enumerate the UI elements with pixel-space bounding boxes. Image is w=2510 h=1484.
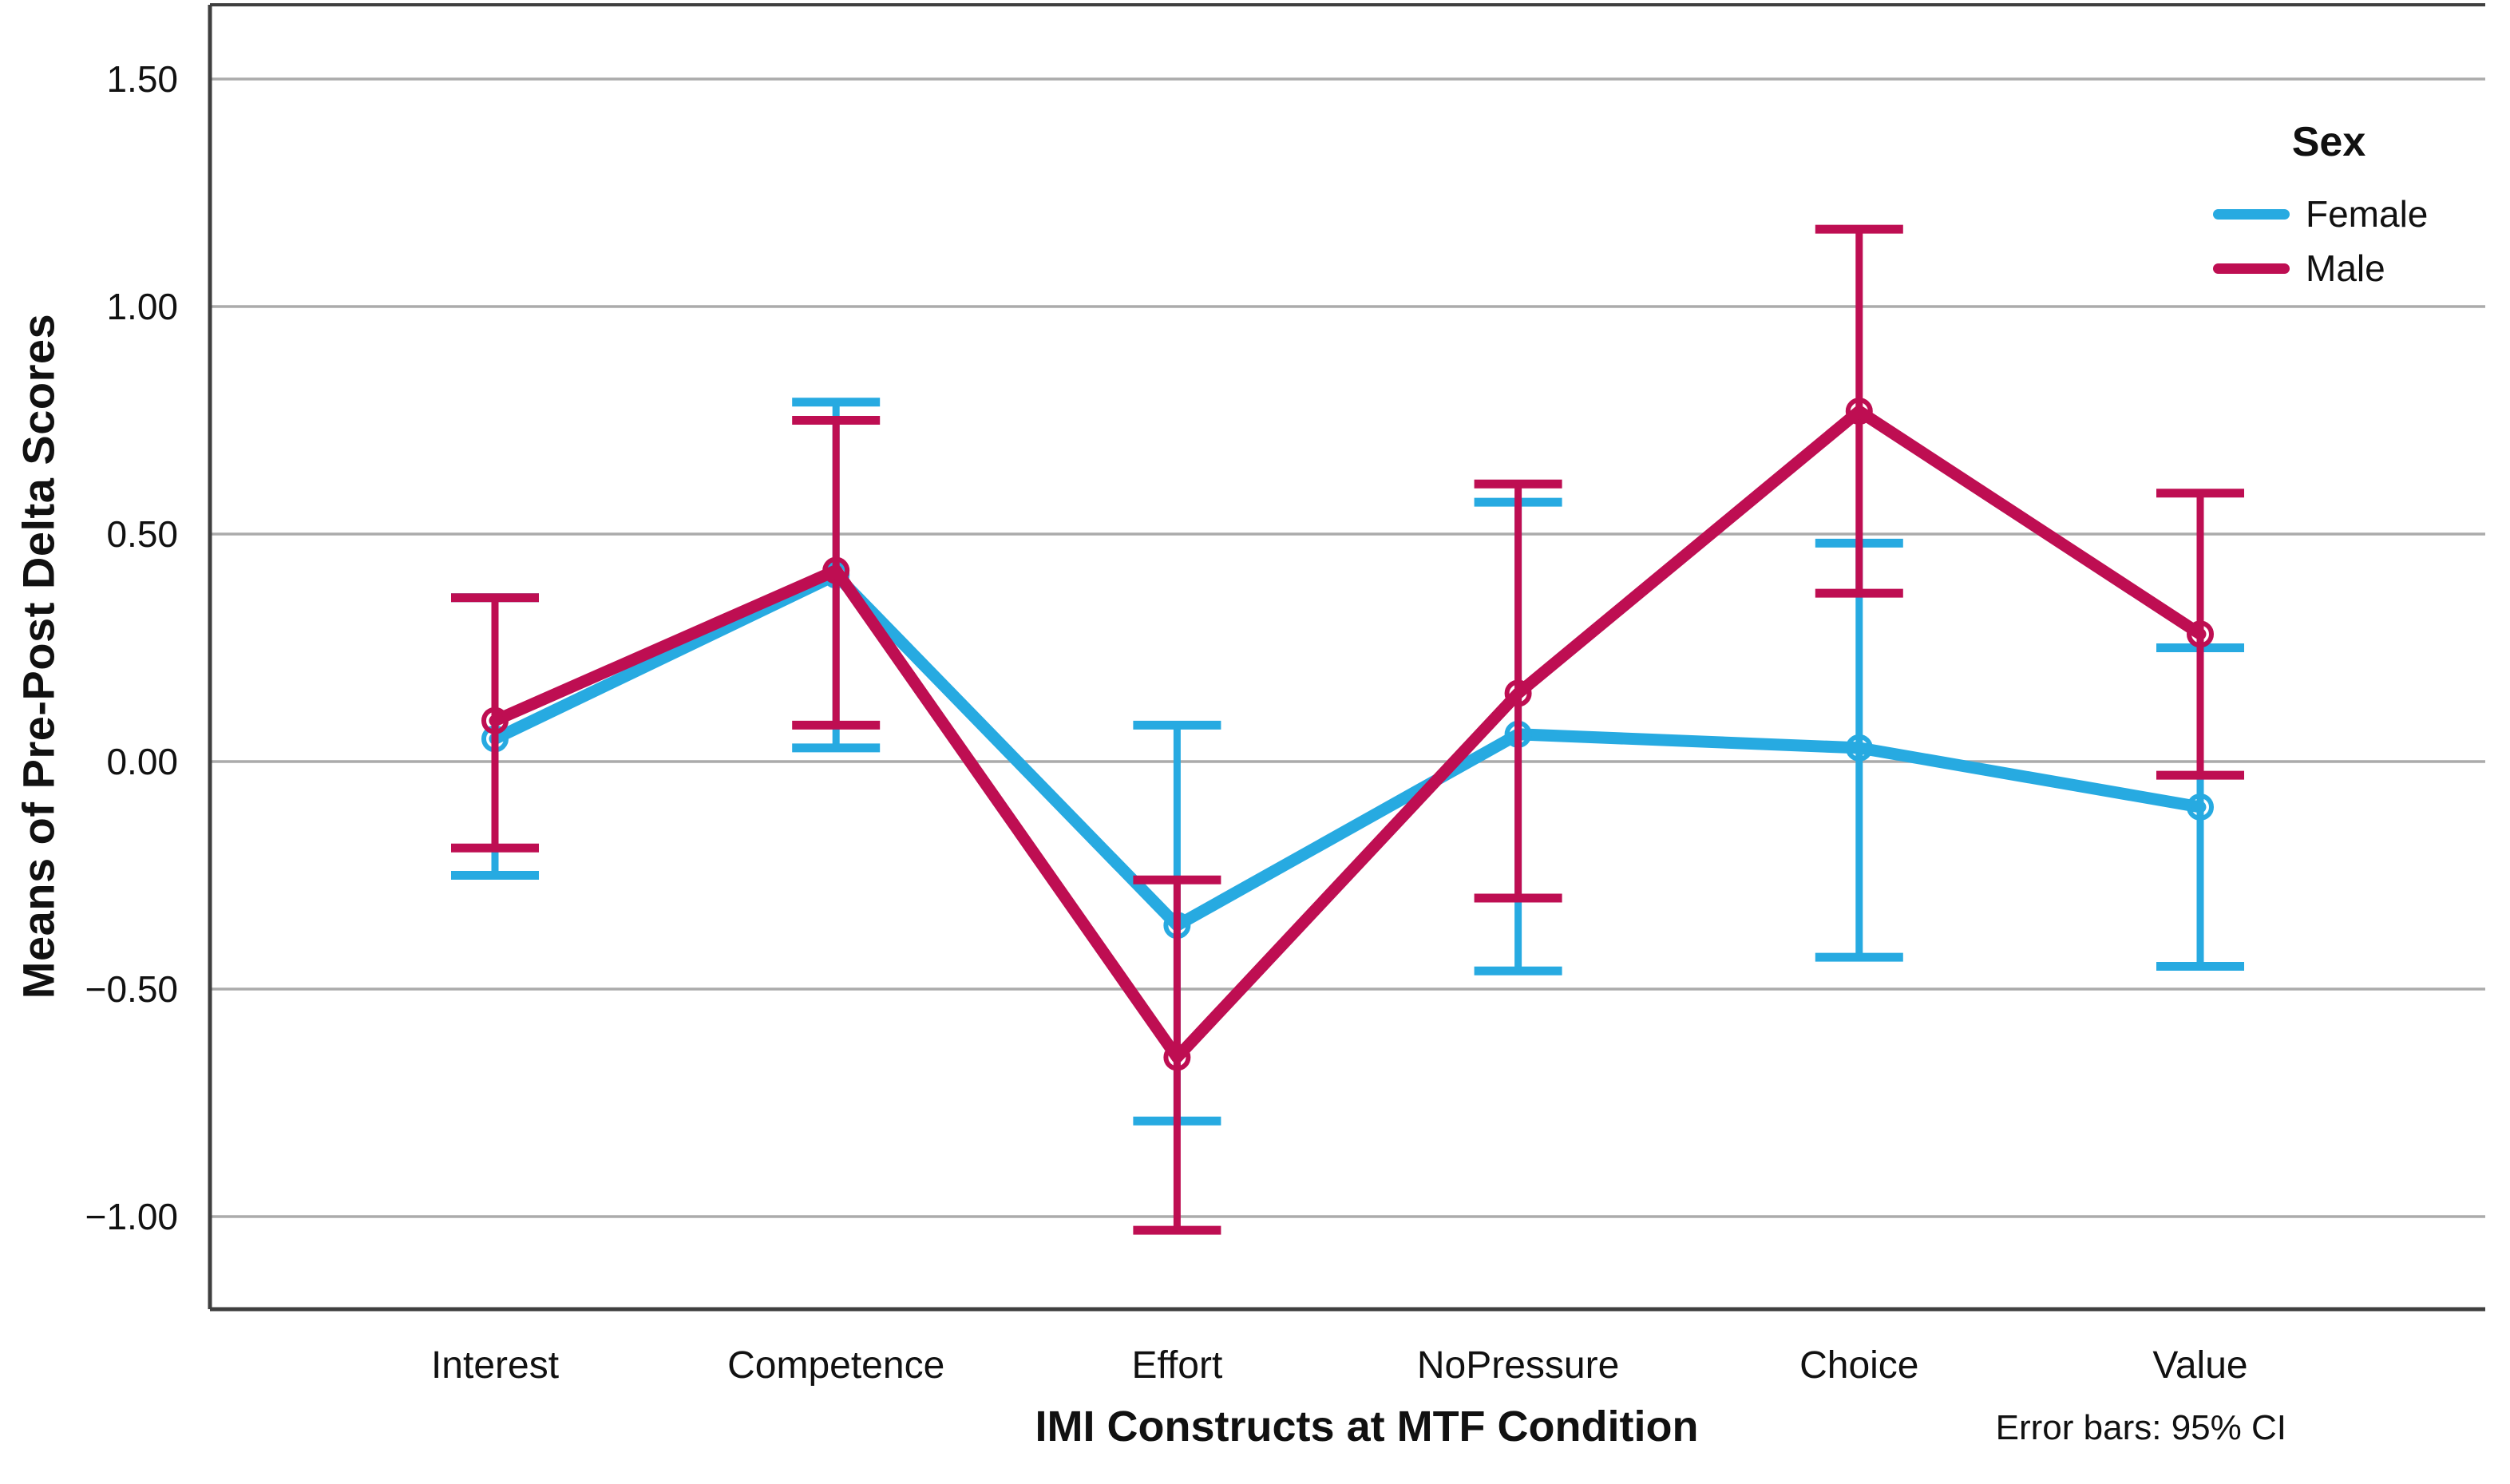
x-category-label: Value <box>2152 1344 2247 1387</box>
male-data-point-marker <box>481 706 509 734</box>
x-category-label: Effort <box>1131 1344 1222 1387</box>
x-category-label: Interest <box>431 1344 559 1387</box>
x-category-label: NoPressure <box>1417 1344 1619 1387</box>
legend-title: Sex <box>2291 119 2366 165</box>
y-tick-label: −1.00 <box>85 1196 178 1237</box>
y-axis-title: Means of Pre-Post Delta Scores <box>13 313 64 999</box>
male-data-point-marker <box>1163 1043 1191 1071</box>
y-tick-label: 0.50 <box>106 513 178 555</box>
female-series-line <box>489 568 2207 932</box>
male-data-point-marker <box>2187 620 2214 648</box>
female-data-point-marker <box>1845 734 1873 762</box>
legend-label-male: Male <box>2306 247 2385 289</box>
x-category-label: Competence <box>727 1344 944 1387</box>
male-data-point-marker <box>822 556 850 584</box>
x-axis-title: IMI Constructs at MTF Condition <box>1035 1403 1699 1450</box>
legend: Sex Female Male <box>2213 118 2484 302</box>
y-tick-label: 0.00 <box>106 741 178 782</box>
male-data-point-marker <box>1845 398 1873 425</box>
male-series-line <box>489 405 2207 1063</box>
y-tick-label: 1.50 <box>106 58 178 100</box>
male-series-swatch <box>2213 263 2290 274</box>
female-series-swatch <box>2213 208 2290 220</box>
error-bars-footnote: Error bars: 95% CI <box>1995 1408 2286 1447</box>
x-category-label: Choice <box>1799 1344 1918 1387</box>
y-tick-label: 1.00 <box>106 286 178 327</box>
female-data-point-marker <box>2187 793 2214 821</box>
male-data-point-marker <box>1504 679 1532 707</box>
legend-item-male: Male <box>2213 247 2484 289</box>
legend-label-female: Female <box>2306 193 2429 235</box>
y-tick-label: −0.50 <box>85 968 178 1010</box>
legend-item-female: Female <box>2213 193 2484 235</box>
